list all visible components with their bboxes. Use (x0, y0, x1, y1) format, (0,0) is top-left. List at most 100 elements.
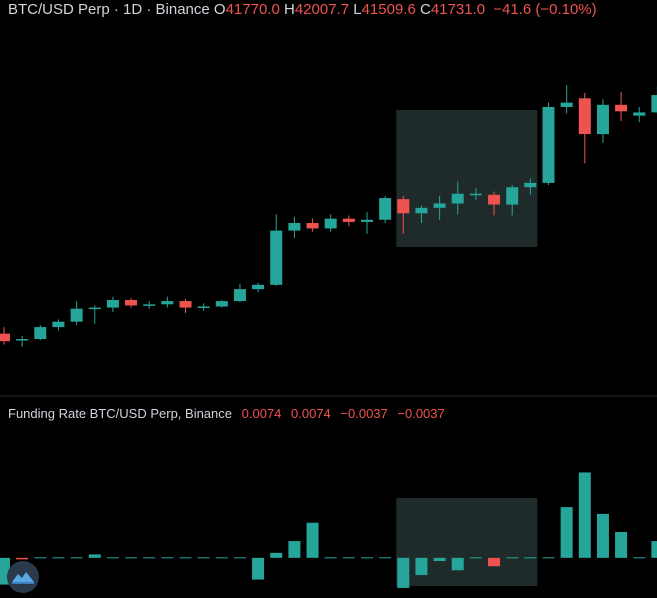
funding-bar[interactable] (88, 554, 101, 558)
candle[interactable] (215, 300, 228, 308)
funding-bar[interactable] (433, 557, 446, 562)
candle-body (578, 98, 591, 135)
candle-body (270, 230, 283, 285)
candle-body (433, 203, 446, 208)
funding-bar[interactable] (596, 513, 609, 558)
candle[interactable] (488, 191, 501, 216)
candle[interactable] (361, 212, 373, 234)
close-label: C (419, 1, 431, 18)
funding-value-2: 0.0074 (291, 406, 331, 421)
low-value: 41509.6 (361, 1, 416, 18)
candle-body (615, 104, 628, 112)
candle-body (524, 182, 537, 188)
funding-pane[interactable] (0, 472, 657, 588)
candle[interactable] (143, 301, 156, 309)
candle[interactable] (70, 301, 83, 325)
candle[interactable] (252, 282, 265, 293)
candle-body (125, 300, 138, 306)
candle[interactable] (451, 181, 464, 215)
candle[interactable] (179, 298, 192, 314)
funding-bar[interactable] (560, 507, 573, 558)
funding-bar[interactable] (488, 557, 501, 567)
candle[interactable] (651, 86, 657, 115)
funding-value-1: 0.0074 (241, 406, 282, 421)
candle[interactable] (106, 296, 119, 312)
candle[interactable] (633, 106, 646, 123)
candle-body (161, 301, 174, 305)
open-label: O (213, 1, 226, 18)
funding-bar[interactable] (288, 541, 301, 558)
candle[interactable] (197, 303, 210, 311)
high-value: 42007.7 (294, 1, 350, 18)
candle-body (143, 304, 156, 306)
candle[interactable] (306, 218, 319, 232)
funding-bar[interactable] (306, 522, 319, 558)
candle-body (252, 284, 265, 290)
candle-body (469, 193, 482, 196)
candle[interactable] (0, 327, 10, 345)
candle[interactable] (34, 324, 47, 341)
candle[interactable] (524, 178, 537, 195)
funding-legend: Funding Rate BTC/USD Perp, Binance 0.007… (8, 406, 451, 421)
candle-body (70, 308, 83, 322)
funding-title[interactable]: Funding Rate BTC/USD Perp, Binance (8, 406, 232, 421)
candle[interactable] (161, 296, 174, 308)
candle-body (179, 301, 192, 308)
candle[interactable] (596, 99, 609, 143)
candle[interactable] (233, 283, 246, 303)
candle-body (361, 219, 373, 222)
candle[interactable] (433, 195, 446, 220)
candle-body (197, 306, 210, 309)
change-value: −41.6 (−0.10%) (493, 1, 597, 18)
candle[interactable] (615, 91, 628, 122)
candle[interactable] (415, 205, 428, 224)
funding-bar[interactable] (270, 552, 283, 558)
candle[interactable] (88, 305, 101, 324)
candle[interactable] (469, 188, 482, 201)
funding-bar[interactable] (252, 557, 265, 580)
candle[interactable] (324, 214, 337, 232)
symbol-title[interactable]: BTC/USD Perp · 1D · Binance (8, 1, 210, 18)
candle-body (52, 321, 65, 328)
candle-body (324, 218, 337, 229)
close-value: 41731.0 (430, 1, 486, 18)
candle-body (560, 102, 573, 107)
candle-body (288, 223, 301, 231)
funding-bar[interactable] (16, 557, 29, 560)
high-label: H (283, 1, 295, 18)
candle[interactable] (270, 214, 283, 286)
candle[interactable] (16, 335, 29, 347)
candle-body (16, 339, 29, 341)
price-highlight-box[interactable] (396, 110, 538, 247)
candle-body (488, 194, 501, 205)
funding-bar[interactable] (451, 557, 464, 571)
funding-bar[interactable] (578, 472, 591, 558)
funding-bar[interactable] (615, 532, 628, 558)
candle[interactable] (506, 185, 519, 216)
price-pane[interactable] (0, 85, 657, 347)
candle[interactable] (125, 297, 138, 308)
candle[interactable] (52, 319, 65, 331)
candle-body (88, 307, 101, 310)
candle[interactable] (560, 85, 573, 114)
candle-body (415, 207, 428, 214)
candle-body (215, 301, 228, 307)
candle[interactable] (288, 216, 301, 239)
candle[interactable] (578, 92, 591, 164)
funding-bar[interactable] (415, 557, 428, 576)
candle-body (233, 289, 246, 302)
tradingview-logo-icon[interactable] (7, 561, 39, 593)
candle-body (397, 199, 410, 214)
funding-bar[interactable] (397, 557, 410, 588)
candle-body (633, 112, 646, 116)
candle[interactable] (379, 195, 392, 224)
candle-body (596, 104, 609, 135)
candle[interactable] (542, 102, 555, 186)
candle[interactable] (342, 215, 355, 227)
funding-bar[interactable] (651, 541, 657, 558)
funding-bar[interactable] (0, 557, 10, 585)
candle-body (651, 95, 657, 113)
candle-body (542, 106, 555, 183)
candle[interactable] (397, 195, 410, 234)
